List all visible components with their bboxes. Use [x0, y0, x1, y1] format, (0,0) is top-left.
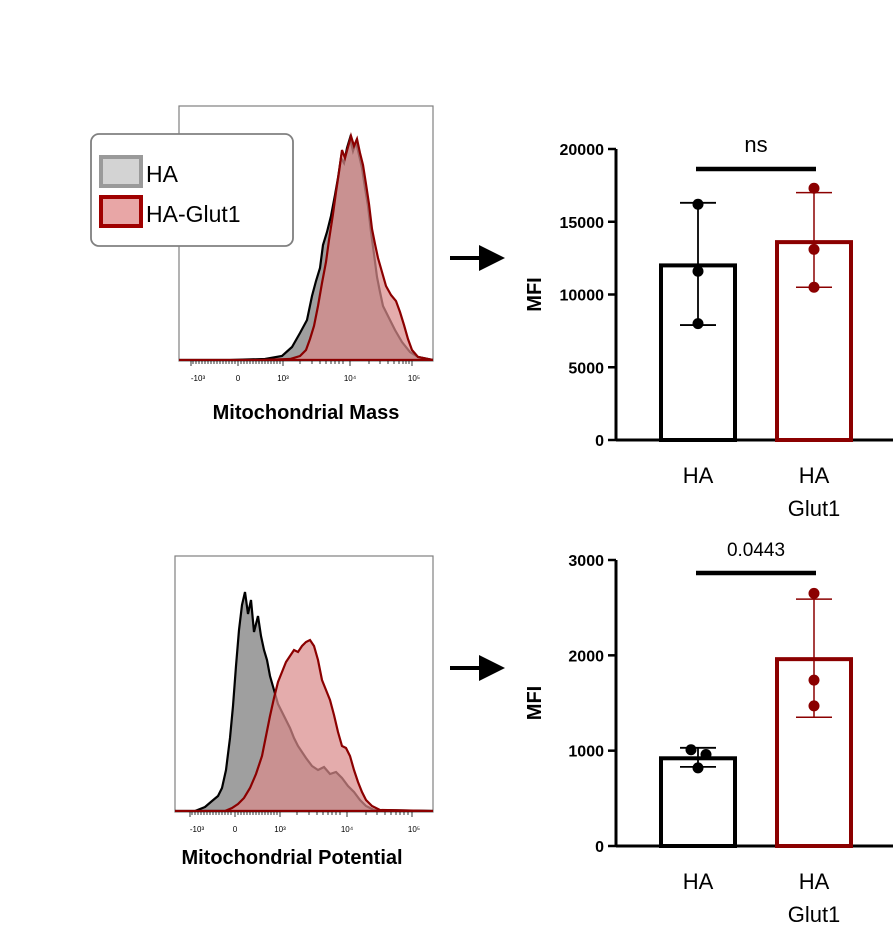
- tick-label: 10³: [274, 825, 286, 834]
- legend-glut1-swatch: [99, 195, 143, 228]
- pot-y-tick-label: 0: [595, 839, 604, 856]
- pot-y-tick-label: 2000: [568, 648, 604, 665]
- tick-label: 10⁵: [408, 374, 420, 383]
- mass-category-label: HA: [683, 463, 714, 488]
- pot-data-point: [808, 700, 820, 712]
- tick-label: -10³: [190, 825, 205, 834]
- mass-y-tick-label: 20000: [560, 142, 605, 159]
- mass-y-tick-label: 5000: [568, 360, 604, 377]
- pot-data-point: [692, 762, 704, 774]
- histogram-mass-tick-labels: -10³ 0 10³ 10⁴ 10⁵: [191, 374, 420, 383]
- histogram-potential-xlabel: Mitochondrial Potential: [181, 847, 402, 869]
- tick-label: 0: [236, 374, 241, 383]
- pot-data-point: [700, 748, 712, 760]
- mass-y-axis-label: MFI: [524, 277, 546, 311]
- histogram-potential-ticks: [189, 812, 413, 817]
- bar-chart-mass: 0 5000 10000 15000 20000 MFI HA HA Glut1 ns: [524, 132, 893, 521]
- legend-box: [90, 133, 294, 247]
- legend-ha-label: HA: [146, 161, 179, 187]
- legend-glut1-label: HA-Glut1: [146, 201, 241, 227]
- histogram-mass-ticks: [190, 361, 413, 366]
- tick-label: 10⁵: [408, 825, 420, 834]
- histogram-mass-xlabel: Mitochondrial Mass: [213, 402, 400, 424]
- mass-y-tick-label: 15000: [560, 215, 605, 232]
- mass-bar-ha: [659, 263, 737, 442]
- tick-label: 10⁴: [344, 374, 357, 383]
- pot-y-tick-label: 1000: [568, 744, 604, 761]
- pot-data-point: [808, 674, 820, 686]
- tick-label: 10³: [277, 374, 289, 383]
- pot-data-point: [808, 587, 820, 599]
- mass-y-tick-label: 0: [595, 433, 604, 450]
- pot-category-label: HA: [683, 869, 714, 894]
- pot-y-axis-label: MFI: [524, 686, 546, 720]
- mass-data-point: [692, 318, 704, 330]
- mass-category-label: Glut1: [788, 496, 841, 521]
- mass-category-label: HA: [799, 463, 830, 488]
- histogram-potential-tick-labels: -10³ 0 10³ 10⁴ 10⁵: [190, 825, 420, 834]
- pot-significance-label: 0.0443: [727, 540, 785, 561]
- mass-significance-label: ns: [744, 132, 767, 157]
- pot-category-label: HA: [799, 869, 830, 894]
- arrow-top: [450, 245, 505, 271]
- mass-data-point: [808, 182, 820, 194]
- legend: HA HA-Glut1: [90, 133, 294, 247]
- histogram-mass: -10³ 0 10³ 10⁴ 10⁵ Mitochondrial Mass HA…: [90, 105, 434, 424]
- legend-ha-swatch: [99, 155, 143, 188]
- bar-chart-potential: 0 1000 2000 3000 MFI HA HA Glut1 0.0443: [524, 540, 893, 927]
- tick-label: -10³: [191, 374, 206, 383]
- mass-data-point: [692, 265, 704, 277]
- mass-data-point: [808, 281, 820, 293]
- histogram-potential-glut1-curve: [175, 638, 433, 812]
- histogram-potential: -10³ 0 10³ 10⁴ 10⁵ Mitochondrial Potenti…: [174, 555, 434, 869]
- tick-label: 10⁴: [341, 825, 354, 834]
- mass-y-tick-label: 10000: [560, 288, 605, 305]
- histogram-mass-glut1-curve: [179, 132, 433, 361]
- pot-data-point: [685, 744, 697, 756]
- tick-label: 0: [233, 825, 238, 834]
- mass-data-point: [808, 243, 820, 255]
- pot-category-label: Glut1: [788, 902, 841, 922]
- pot-y-tick-label: 3000: [568, 553, 604, 570]
- arrow-bottom: [450, 655, 505, 681]
- mass-data-point: [692, 198, 704, 210]
